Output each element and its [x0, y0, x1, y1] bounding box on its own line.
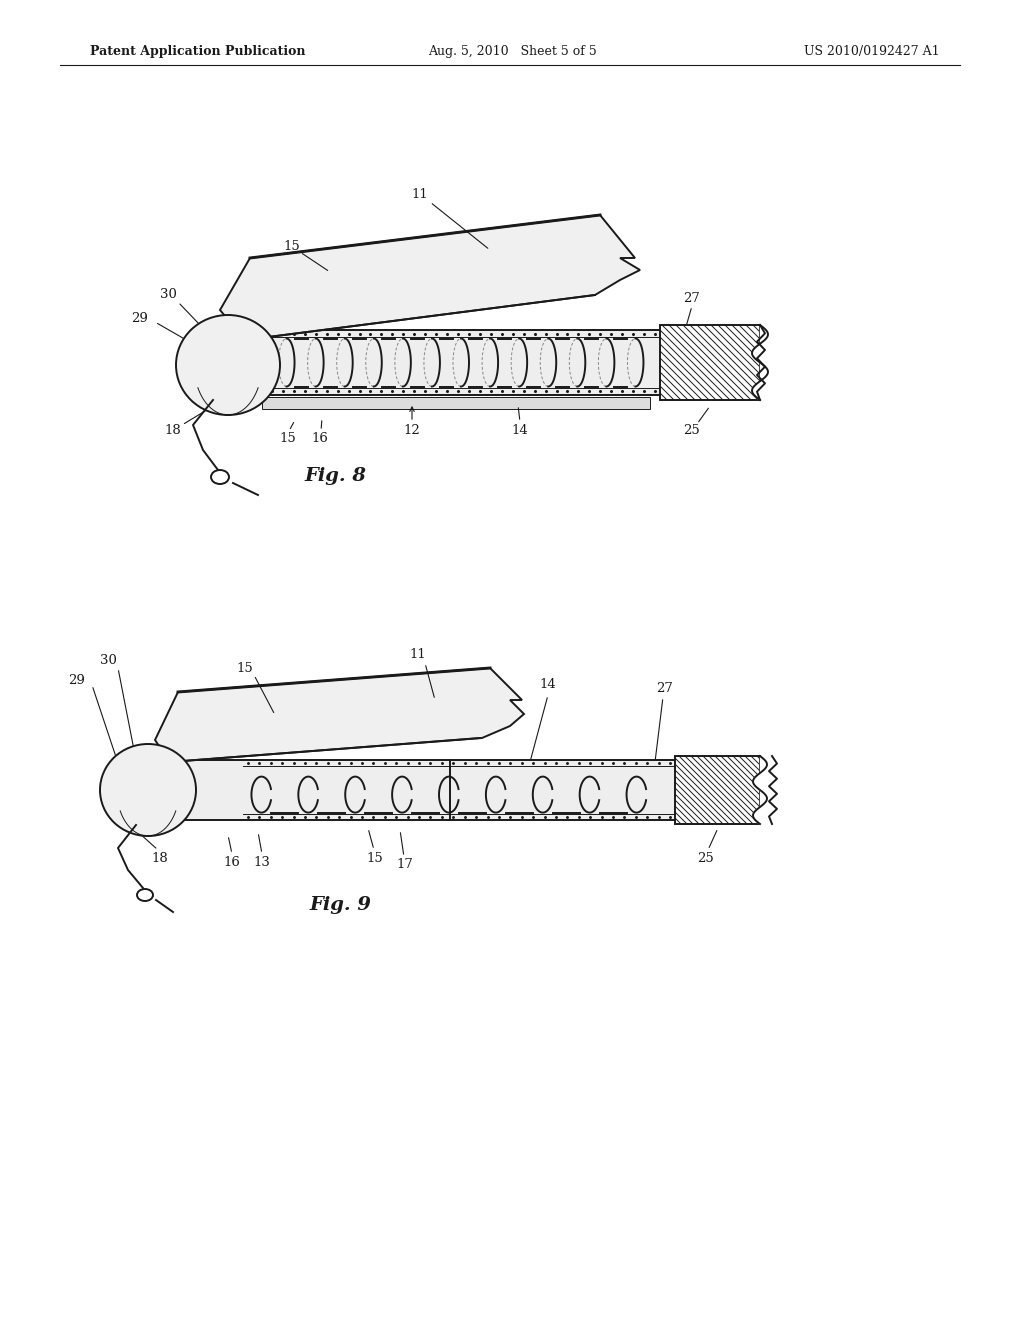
Bar [168, 760, 750, 820]
Text: 27: 27 [684, 292, 700, 305]
Text: Fig. 9: Fig. 9 [309, 896, 371, 913]
Text: 16: 16 [311, 432, 329, 445]
Text: 15: 15 [237, 661, 253, 675]
Bar [262, 397, 650, 409]
Text: Fig. 8: Fig. 8 [304, 467, 366, 484]
Text: 27: 27 [656, 681, 674, 694]
Ellipse shape [100, 744, 196, 836]
Ellipse shape [176, 315, 280, 414]
Ellipse shape [211, 470, 229, 484]
Text: 15: 15 [284, 239, 300, 252]
Polygon shape [220, 215, 640, 341]
Bar [660, 325, 760, 400]
Text: 13: 13 [254, 855, 270, 869]
Text: 18: 18 [165, 424, 181, 437]
Text: 11: 11 [412, 189, 428, 202]
Ellipse shape [137, 888, 153, 902]
Bar [262, 330, 740, 395]
Text: 29: 29 [69, 673, 85, 686]
Text: 18: 18 [152, 851, 168, 865]
Polygon shape [155, 668, 524, 762]
Text: 14: 14 [512, 424, 528, 437]
Text: 15: 15 [367, 851, 383, 865]
Text: 30: 30 [99, 653, 117, 667]
Bar [675, 756, 760, 824]
Text: 16: 16 [223, 855, 241, 869]
Text: 25: 25 [696, 851, 714, 865]
Text: Patent Application Publication: Patent Application Publication [90, 45, 305, 58]
Text: 30: 30 [160, 289, 176, 301]
Text: Aug. 5, 2010   Sheet 5 of 5: Aug. 5, 2010 Sheet 5 of 5 [428, 45, 596, 58]
Text: 25: 25 [684, 424, 700, 437]
Text: 29: 29 [131, 312, 148, 325]
Text: 14: 14 [540, 678, 556, 692]
Text: US 2010/0192427 A1: US 2010/0192427 A1 [805, 45, 940, 58]
Text: 17: 17 [396, 858, 414, 871]
Text: 11: 11 [410, 648, 426, 661]
Text: 12: 12 [403, 424, 421, 437]
Text: 15: 15 [280, 432, 296, 445]
